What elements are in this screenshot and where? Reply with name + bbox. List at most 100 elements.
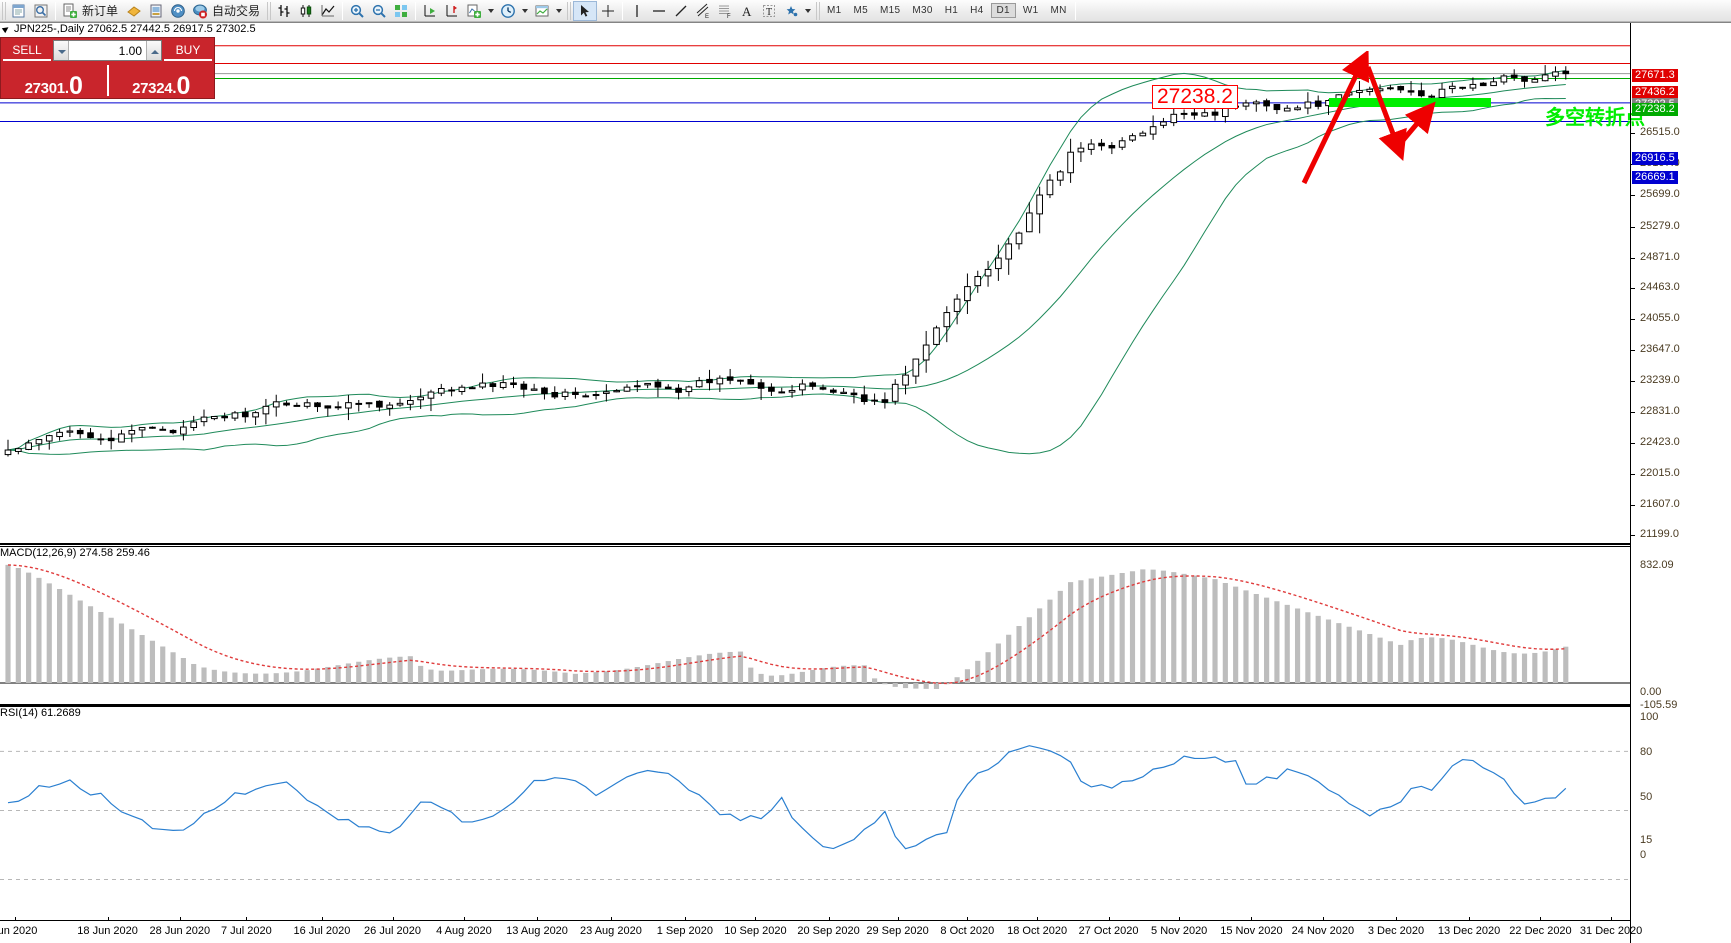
rsi-scale-15: 15: [1640, 834, 1653, 846]
price-tag-support-2[interactable]: 26669.1: [1632, 171, 1678, 184]
price-tick-24463.0: 24463.0: [1631, 281, 1680, 293]
buy-price[interactable]: 27324 . 0: [109, 63, 215, 98]
candlestick-chart-icon[interactable]: [295, 1, 317, 21]
chart-shift-icon[interactable]: [390, 1, 412, 21]
buy-price-dec: 0: [176, 71, 191, 100]
zoom-out-icon[interactable]: [368, 1, 390, 21]
sell-price[interactable]: 27301 . 0: [1, 63, 107, 98]
timeframe-m15[interactable]: M15: [880, 5, 901, 16]
line-chart-icon[interactable]: [317, 1, 339, 21]
label-icon[interactable]: T: [758, 1, 780, 21]
timeframe-m30[interactable]: M30: [912, 5, 933, 16]
price-tag-pivot[interactable]: 27238.2: [1632, 103, 1678, 116]
price-tag-resistance-2[interactable]: 27436.2: [1632, 86, 1678, 99]
annotation-arrows[interactable]: [1290, 51, 1490, 191]
symbol-ohlc-text: JPN225-,Daily 27062.5 27442.5 26917.5 27…: [14, 23, 256, 35]
time-label: 13 Aug 2020: [506, 925, 568, 937]
objects-chevron-down-icon[interactable]: [805, 8, 812, 13]
templates-chevron-down-icon[interactable]: [556, 8, 563, 13]
chevron-down-icon: [58, 50, 66, 54]
price-tick-24871.0: 24871.0: [1631, 251, 1680, 263]
grid-icon: [393, 3, 409, 19]
price-scale[interactable]: 26515.026107.025699.025279.024871.024463…: [1630, 23, 1731, 943]
price-tick-label: 24055.0: [1640, 312, 1680, 325]
trade-panel-controls: SELL 1.00 BUY: [1, 38, 214, 63]
trendline-icon[interactable]: [670, 1, 692, 21]
toolbar-grip-4[interactable]: [816, 1, 821, 20]
autotrading-button[interactable]: 自动交易: [189, 1, 265, 21]
sell-price-int: 27301: [24, 80, 66, 97]
indicators-chevron-down-icon[interactable]: [488, 8, 495, 13]
toolbar-grip[interactable]: [2, 1, 6, 20]
pane-separator-2[interactable]: [0, 704, 1630, 706]
cursor-icon[interactable]: [573, 0, 598, 21]
time-label: 3 Dec 2020: [1367, 925, 1425, 937]
annotation-pivot-price[interactable]: 27238.2: [1152, 85, 1238, 110]
price-tag-resistance-1[interactable]: 27671.3: [1632, 69, 1678, 82]
period-chevron-down-icon[interactable]: [522, 8, 529, 13]
barchart-icon: [276, 3, 292, 19]
buy-price-int: 27324: [132, 80, 173, 97]
templates-icon[interactable]: [531, 1, 553, 21]
market-watch-icon[interactable]: [30, 1, 52, 21]
volume-input[interactable]: 1.00: [118, 43, 142, 58]
price-tag-support-1[interactable]: 26916.5: [1632, 152, 1678, 165]
macd-scale--105.59: -105.59: [1640, 699, 1678, 711]
fibonacci-icon[interactable]: F: [714, 1, 736, 21]
crosshair-icon[interactable]: [597, 1, 619, 21]
data-window-icon[interactable]: [8, 1, 30, 21]
horizontal-line-icon[interactable]: [648, 1, 670, 21]
timeframe-h1[interactable]: H1: [944, 5, 959, 16]
rsi-pane[interactable]: [0, 706, 1630, 921]
timeframe-d1[interactable]: D1: [990, 3, 1016, 18]
time-tick: [1037, 917, 1039, 921]
equidistant-channel-icon[interactable]: E: [692, 1, 714, 21]
timeframe-m1[interactable]: M1: [827, 5, 842, 16]
buy-button[interactable]: BUY: [164, 40, 212, 61]
svg-text:E: E: [705, 14, 709, 19]
strategy-tester-icon[interactable]: [145, 1, 167, 21]
new-order-button[interactable]: 新订单: [59, 1, 123, 21]
time-label: Jun 2020: [0, 925, 38, 937]
toolbar-grip-2[interactable]: [267, 1, 272, 20]
time-scale[interactable]: Jun 2020 18 Jun 2020 28 Jun 2020 7 Jul 2020…: [0, 917, 1642, 942]
time-tick: [897, 917, 899, 921]
rsi-scale-0: 0: [1640, 849, 1647, 861]
period-icon[interactable]: [497, 1, 519, 21]
timeframe-m5[interactable]: M5: [853, 5, 869, 16]
bar-chart-icon[interactable]: [273, 1, 295, 21]
objects-icon-glyph: [783, 3, 799, 19]
signals-icon[interactable]: [167, 1, 189, 21]
timeframe-mn[interactable]: MN: [1050, 5, 1067, 16]
objects-icon[interactable]: [780, 1, 802, 21]
timeframe-h4[interactable]: H4: [970, 5, 984, 16]
price-tick-label: 25699.0: [1640, 187, 1680, 200]
volume-stepper[interactable]: 1.00: [53, 40, 162, 61]
collapse-arrow-icon[interactable]: [1, 24, 11, 34]
time-tick: [537, 917, 539, 921]
chart-symbol-line: JPN225-,Daily 27062.5 27442.5 26917.5 27…: [0, 23, 1731, 36]
shift-icon: [444, 3, 460, 19]
vertical-line-icon[interactable]: [626, 1, 648, 21]
expert-advisors-icon[interactable]: [123, 1, 145, 21]
chart-shift2-icon[interactable]: [441, 1, 463, 21]
pane-separator-1[interactable]: [0, 543, 1630, 545]
sell-button[interactable]: SELL: [3, 40, 51, 61]
timeframe-w1[interactable]: W1: [1022, 5, 1039, 16]
text-icon[interactable]: A: [736, 1, 758, 21]
macd-pane[interactable]: [0, 546, 1630, 706]
chevron-up-icon: [151, 50, 159, 54]
tester-icon: [148, 3, 164, 19]
annotation-turning-point[interactable]: 多空转折点: [1545, 105, 1645, 129]
toolbar-separator: [55, 1, 56, 20]
zoom-in-icon[interactable]: [346, 1, 368, 21]
time-tick: [1108, 917, 1110, 921]
toolbar-grip-3[interactable]: [567, 1, 572, 20]
volume-increase-button[interactable]: [146, 41, 161, 60]
indicators-icon[interactable]: [463, 1, 485, 21]
time-tick: [1251, 917, 1253, 921]
time-label: 18 Jun 2020: [77, 925, 138, 937]
volume-decrease-button[interactable]: [54, 41, 69, 60]
auto-scroll-icon[interactable]: [419, 1, 441, 21]
cursor-arrow-icon: [577, 3, 593, 19]
